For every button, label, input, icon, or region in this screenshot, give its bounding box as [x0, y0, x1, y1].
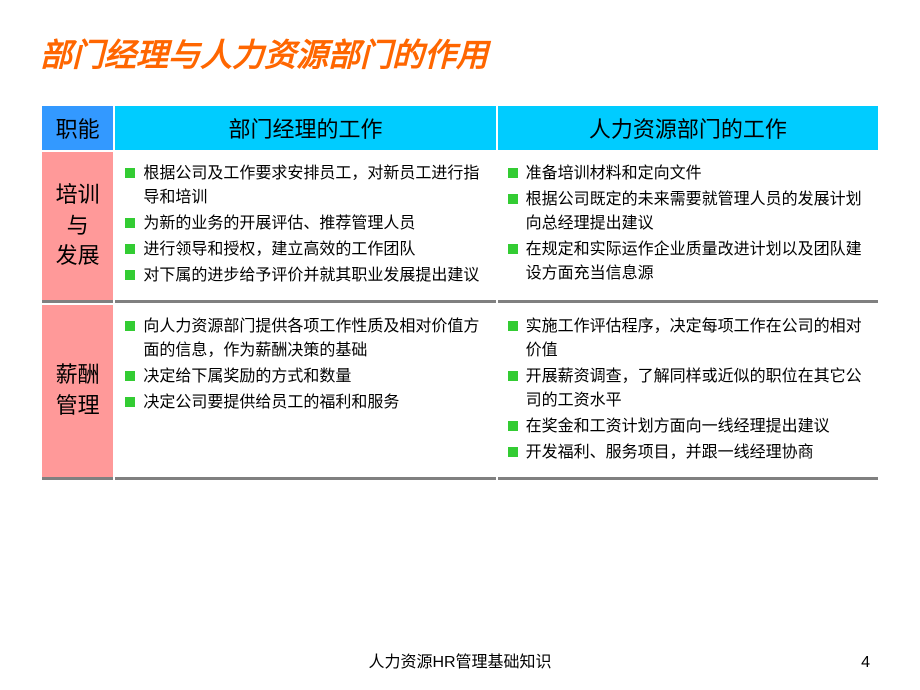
list-item: 为新的业务的开展评估、推荐管理人员 — [123, 212, 483, 236]
bullet-list: 根据公司及工作要求安排员工，对新员工进行指导和培训 为新的业务的开展评估、推荐管… — [123, 162, 483, 288]
list-item: 实施工作评估程序，决定每项工作在公司的相对价值 — [506, 315, 866, 363]
roles-table: 职能 部门经理的工作 人力资源部门的工作 培训 与 发展 根据公司及工作要求安排… — [40, 104, 880, 482]
list-item: 决定公司要提供给员工的福利和服务 — [123, 391, 483, 415]
page-number: 4 — [861, 654, 870, 672]
list-item: 根据公司及工作要求安排员工，对新员工进行指导和培训 — [123, 162, 483, 210]
header-manager: 部门经理的工作 — [115, 106, 495, 150]
row-label-line: 薪酬 — [46, 360, 109, 391]
hr-cell: 实施工作评估程序，决定每项工作在公司的相对价值 开展薪资调查，了解同样或近似的职… — [498, 305, 878, 480]
list-item: 对下属的进步给予评价并就其职业发展提出建议 — [123, 264, 483, 288]
header-function: 职能 — [42, 106, 113, 150]
footer-text: 人力资源HR管理基础知识 — [0, 648, 920, 672]
bullet-list: 准备培训材料和定向文件 根据公司既定的未来需要就管理人员的发展计划向总经理提出建… — [506, 162, 866, 286]
hr-cell: 准备培训材料和定向文件 根据公司既定的未来需要就管理人员的发展计划向总经理提出建… — [498, 152, 878, 303]
list-item: 进行领导和授权，建立高效的工作团队 — [123, 238, 483, 262]
list-item: 在规定和实际运作企业质量改进计划以及团队建设方面充当信息源 — [506, 238, 866, 286]
table-row: 培训 与 发展 根据公司及工作要求安排员工，对新员工进行指导和培训 为新的业务的… — [42, 152, 878, 303]
row-label-training: 培训 与 发展 — [42, 152, 113, 303]
row-label-compensation: 薪酬 管理 — [42, 305, 113, 480]
row-label-line: 与 — [46, 211, 109, 242]
header-row: 职能 部门经理的工作 人力资源部门的工作 — [42, 106, 878, 150]
header-hr: 人力资源部门的工作 — [498, 106, 878, 150]
manager-cell: 根据公司及工作要求安排员工，对新员工进行指导和培训 为新的业务的开展评估、推荐管… — [115, 152, 495, 303]
list-item: 开展薪资调查，了解同样或近似的职位在其它公司的工资水平 — [506, 365, 866, 413]
list-item: 准备培训材料和定向文件 — [506, 162, 866, 186]
table-row: 薪酬 管理 向人力资源部门提供各项工作性质及相对价值方面的信息，作为薪酬决策的基… — [42, 305, 878, 480]
bullet-list: 实施工作评估程序，决定每项工作在公司的相对价值 开展薪资调查，了解同样或近似的职… — [506, 315, 866, 465]
list-item: 向人力资源部门提供各项工作性质及相对价值方面的信息，作为薪酬决策的基础 — [123, 315, 483, 363]
list-item: 开发福利、服务项目，并跟一线经理协商 — [506, 441, 866, 465]
list-item: 在奖金和工资计划方面向一线经理提出建议 — [506, 415, 866, 439]
list-item: 决定给下属奖励的方式和数量 — [123, 365, 483, 389]
slide-title: 部门经理与人力资源部门的作用 — [40, 30, 880, 76]
bullet-list: 向人力资源部门提供各项工作性质及相对价值方面的信息，作为薪酬决策的基础 决定给下… — [123, 315, 483, 415]
row-label-line: 培训 — [46, 180, 109, 211]
manager-cell: 向人力资源部门提供各项工作性质及相对价值方面的信息，作为薪酬决策的基础 决定给下… — [115, 305, 495, 480]
row-label-line: 发展 — [46, 241, 109, 272]
list-item: 根据公司既定的未来需要就管理人员的发展计划向总经理提出建议 — [506, 188, 866, 236]
row-label-line: 管理 — [46, 391, 109, 422]
